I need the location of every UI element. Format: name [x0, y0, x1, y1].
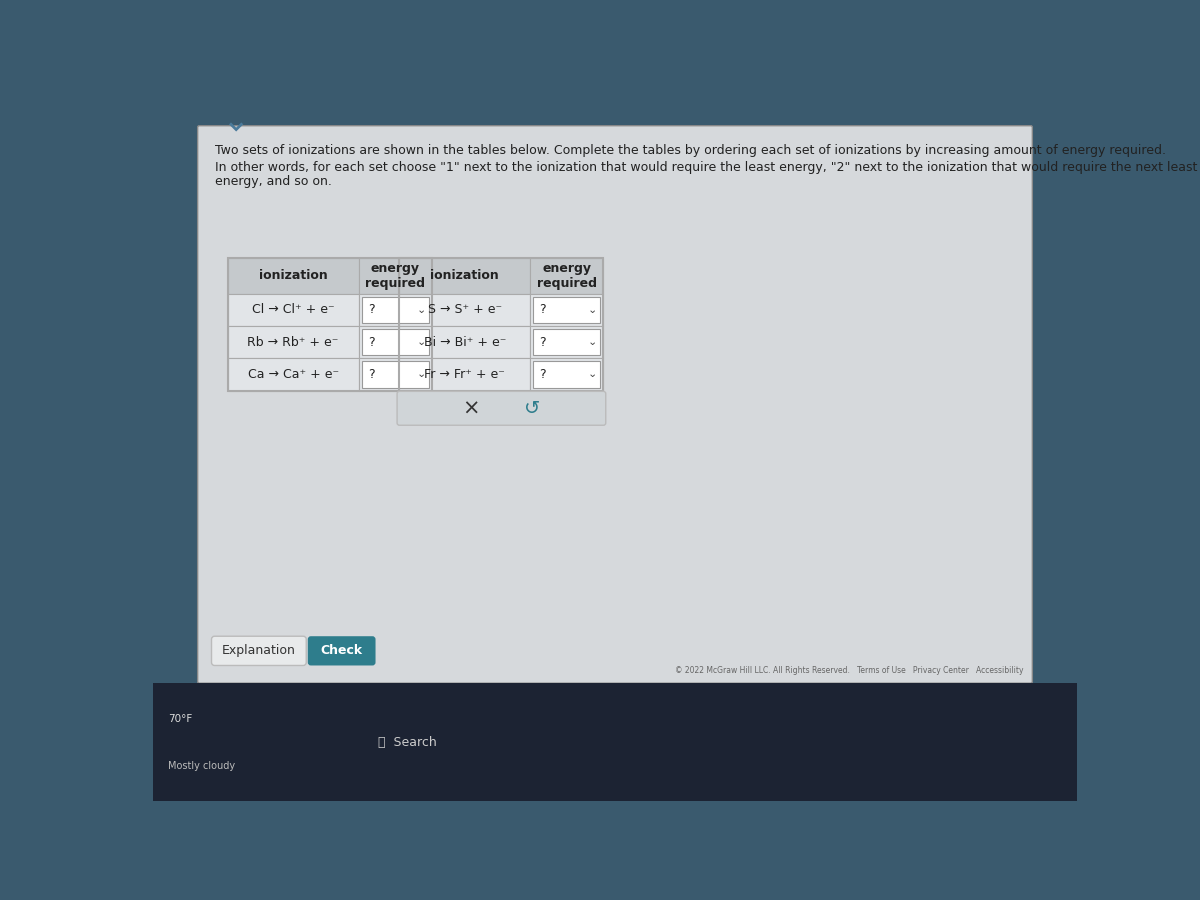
Text: ?: ? — [540, 336, 546, 348]
FancyBboxPatch shape — [228, 293, 359, 326]
Text: Two sets of ionizations are shown in the tables below. Complete the tables by or: Two sets of ionizations are shown in the… — [215, 144, 1165, 158]
Text: ⌄: ⌄ — [588, 338, 598, 347]
FancyBboxPatch shape — [533, 361, 600, 388]
Text: ?: ? — [540, 368, 546, 381]
FancyBboxPatch shape — [400, 258, 530, 293]
Text: ?: ? — [540, 303, 546, 316]
Text: energy, and so on.: energy, and so on. — [215, 175, 331, 188]
Text: ↺: ↺ — [524, 399, 540, 418]
FancyBboxPatch shape — [154, 801, 1078, 809]
FancyBboxPatch shape — [397, 392, 606, 425]
FancyBboxPatch shape — [359, 326, 432, 358]
Text: ⌄: ⌄ — [588, 369, 598, 380]
FancyBboxPatch shape — [361, 361, 428, 388]
FancyBboxPatch shape — [361, 329, 428, 356]
FancyBboxPatch shape — [359, 293, 432, 326]
Text: Explanation: Explanation — [222, 644, 295, 657]
FancyBboxPatch shape — [400, 326, 530, 358]
Text: Fr → Fr⁺ + e⁻: Fr → Fr⁺ + e⁻ — [425, 368, 505, 381]
Text: ?: ? — [368, 303, 374, 316]
Text: ?: ? — [368, 336, 374, 348]
Text: ⌄: ⌄ — [416, 338, 426, 347]
FancyBboxPatch shape — [154, 683, 1078, 801]
Text: energy
required: energy required — [365, 262, 425, 290]
Text: ×: × — [462, 399, 480, 418]
Text: ionization: ionization — [259, 269, 328, 283]
FancyBboxPatch shape — [400, 293, 530, 326]
Text: ionization: ionization — [431, 269, 499, 283]
Text: Check: Check — [320, 644, 362, 657]
FancyBboxPatch shape — [533, 297, 600, 323]
Text: S → S⁺ + e⁻: S → S⁺ + e⁻ — [427, 303, 502, 316]
Text: energy
required: energy required — [536, 262, 596, 290]
FancyBboxPatch shape — [228, 258, 359, 293]
FancyBboxPatch shape — [211, 636, 306, 665]
FancyBboxPatch shape — [228, 358, 359, 391]
FancyBboxPatch shape — [228, 326, 359, 358]
FancyBboxPatch shape — [533, 329, 600, 356]
Text: ?: ? — [368, 368, 374, 381]
Text: © 2022 McGraw Hill LLC. All Rights Reserved.   Terms of Use   Privacy Center   A: © 2022 McGraw Hill LLC. All Rights Reser… — [674, 667, 1024, 676]
Text: Bi → Bi⁺ + e⁻: Bi → Bi⁺ + e⁻ — [424, 336, 506, 348]
Text: Ca → Ca⁺ + e⁻: Ca → Ca⁺ + e⁻ — [247, 368, 338, 381]
Text: Cl → Cl⁺ + e⁻: Cl → Cl⁺ + e⁻ — [252, 303, 335, 316]
FancyBboxPatch shape — [530, 258, 604, 293]
Text: ⌄: ⌄ — [416, 369, 426, 380]
FancyBboxPatch shape — [359, 258, 432, 293]
Text: ⦿  Search: ⦿ Search — [378, 735, 437, 749]
Text: 70°F: 70°F — [168, 714, 193, 724]
FancyBboxPatch shape — [359, 358, 432, 391]
FancyBboxPatch shape — [361, 297, 428, 323]
Text: Rb → Rb⁺ + e⁻: Rb → Rb⁺ + e⁻ — [247, 336, 338, 348]
Text: In other words, for each set choose "1" next to the ionization that would requir: In other words, for each set choose "1" … — [215, 161, 1196, 174]
Text: Mostly cloudy: Mostly cloudy — [168, 760, 235, 770]
FancyBboxPatch shape — [530, 326, 604, 358]
FancyBboxPatch shape — [307, 636, 376, 665]
FancyBboxPatch shape — [400, 358, 530, 391]
FancyBboxPatch shape — [530, 358, 604, 391]
FancyBboxPatch shape — [530, 293, 604, 326]
Text: ⌄: ⌄ — [416, 305, 426, 315]
FancyBboxPatch shape — [198, 126, 1032, 683]
Text: ⌄: ⌄ — [588, 305, 598, 315]
